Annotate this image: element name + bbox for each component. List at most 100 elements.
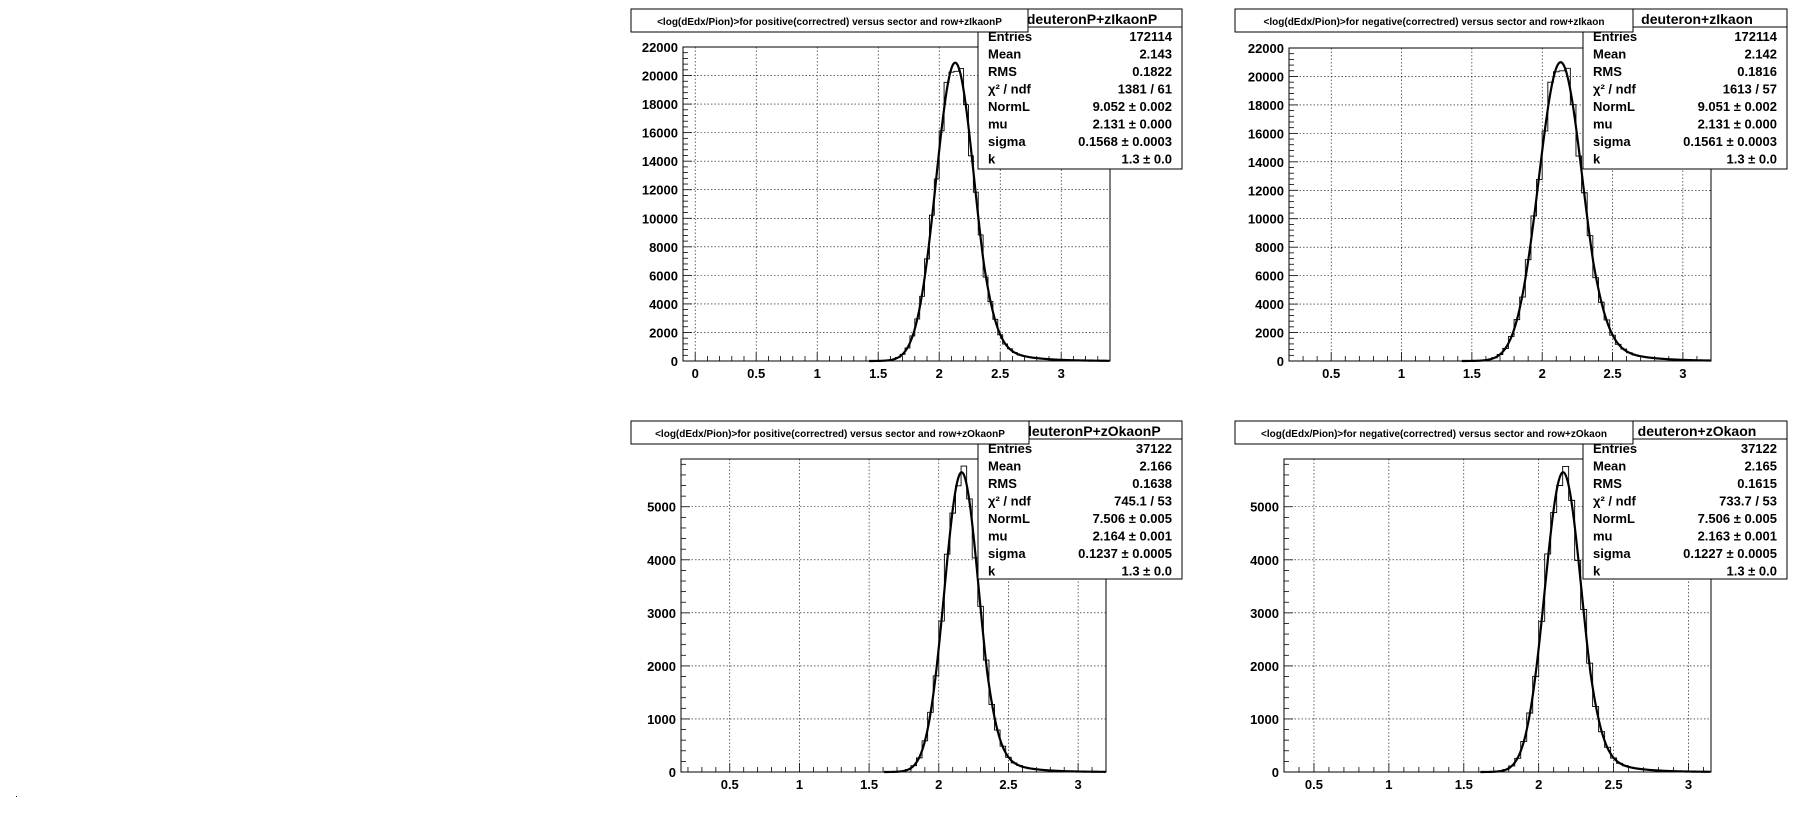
stats-label: Mean [988,47,1021,62]
stats-label: Mean [988,459,1021,474]
stats-value: 0.1822 [1132,64,1172,79]
stats-value: 1.3 ± 0.0 [1726,152,1777,167]
title-box-frame [630,8,1029,33]
x-tick-label: 0 [692,366,699,381]
stats-label: k [988,152,996,167]
stats-label: sigma [1593,546,1631,561]
stats-value: 7.506 ± 0.005 [1698,511,1777,526]
x-tick-label: 0.5 [1322,366,1340,381]
title-box: <log(dEdx/Pion)>for negative(correctred)… [1234,8,1634,33]
stats-value: 9.051 ± 0.002 [1698,99,1777,114]
fit-curve [869,61,1110,363]
stats-value: 2.142 [1744,47,1777,62]
histogram-panel-3: 0 1000 2000 3000 4000 5000 0.5 1 1.5 2 2.5 3 deutero… [630,420,1183,792]
y-tick-label: 5000 [1250,500,1279,515]
stats-label: k [1593,152,1601,167]
stats-label: sigma [988,134,1026,149]
y-tick-label: 22000 [1248,41,1284,56]
histogram-panel-2: 0 2000 4000 6000 8000 10000 12000 14000 16000 180… [1234,8,1788,381]
stats-label: Entries [1593,441,1637,456]
stats-label: χ² / ndf [988,82,1032,97]
stats-value: 0.1237 ± 0.0005 [1078,546,1172,561]
fit-curve [1461,61,1711,363]
x-tick-label: 2 [935,777,942,792]
stats-box-name: deuteron+zOkaon [1638,423,1757,439]
stats-value: 0.1638 [1132,476,1172,491]
stats-label: Entries [988,441,1032,456]
stats-box: deuteronP+zIkaonP Entries 172114 Mean 2.143 R… [977,8,1183,170]
stats-box: deuteronP+zOkaonP Entries 37122 Mean 2.166 RM… [977,420,1183,580]
stats-value: 745.1 / 53 [1114,494,1172,509]
stats-label: Mean [1593,459,1626,474]
y-tick-label: 6000 [1255,269,1284,284]
stats-value: 0.1568 ± 0.0003 [1078,134,1172,149]
y-tick-label: 3000 [1250,606,1279,621]
stats-box: deuteron+zIkaon Entries 172114 Mean 2.142 RMS… [1582,8,1788,170]
y-tick-label: 8000 [1255,240,1284,255]
stats-value: 1613 / 57 [1723,82,1777,97]
x-tick-label: 2.5 [999,777,1017,792]
stats-value: 2.163 ± 0.001 [1698,529,1777,544]
stats-label: RMS [988,64,1017,79]
title-box-frame [1234,420,1634,445]
title-box-frame [630,420,1030,445]
x-tick-label: 3 [1075,777,1082,792]
y-tick-label: 22000 [642,40,678,55]
stats-label: sigma [988,546,1026,561]
stats-value: 2.165 [1744,459,1777,474]
stats-label: NormL [1593,99,1635,114]
stats-value: 37122 [1136,441,1172,456]
stats-value: 1.3 ± 0.0 [1726,564,1777,579]
y-tick-label: 18000 [642,97,678,112]
stats-value: 172114 [1734,29,1777,44]
stats-value: 9.052 ± 0.002 [1093,99,1172,114]
chart-title: <log(dEdx/Pion)>for negative(correctred)… [1264,17,1605,28]
y-tick-label: 16000 [1248,126,1284,141]
fit-curve [1480,471,1711,774]
x-tick-label: 1 [1398,366,1405,381]
title-box: <log(dEdx/Pion)>for negative(correctred)… [1234,420,1634,445]
stats-value: 2.143 [1139,47,1172,62]
y-tick-label: 20000 [1248,69,1284,84]
x-tick-label: 1 [1385,777,1392,792]
x-tick-label: 1.5 [860,777,878,792]
y-tick-label: 2000 [1255,326,1284,341]
stats-value: 2.166 [1139,459,1172,474]
x-tick-label: 3 [1685,777,1692,792]
y-tick-label: 14000 [1248,155,1284,170]
stats-label: Mean [1593,47,1626,62]
y-tick-label: 2000 [649,325,678,340]
stats-label: NormL [988,99,1030,114]
y-tick-label: 14000 [642,154,678,169]
title-box-frame [1234,8,1634,33]
x-tick-label: 2 [1539,366,1546,381]
stats-label: NormL [988,511,1030,526]
x-tick-label: 1.5 [1455,777,1473,792]
stats-value: 0.1561 ± 0.0003 [1683,134,1777,149]
y-tick-label: 12000 [1248,183,1284,198]
plot-frame [682,46,1111,362]
x-tick-label: 1.5 [869,366,887,381]
y-tick-label: 3000 [647,606,676,621]
y-tick-label: 2000 [647,659,676,674]
x-tick-label: 2.5 [991,366,1009,381]
x-tick-label: 2 [936,366,943,381]
x-tick-label: 0.5 [721,777,739,792]
stats-label: Entries [988,29,1032,44]
stats-value: 1381 / 61 [1118,82,1172,97]
y-tick-label: 5000 [647,500,676,515]
y-tick-label: 8000 [649,240,678,255]
x-tick-label: 0.5 [747,366,765,381]
stats-label: χ² / ndf [1593,82,1637,97]
stats-box-frame [977,8,1183,170]
title-box: <log(dEdx/Pion)>for positive(correctred)… [630,420,1030,445]
stats-label: mu [1593,529,1613,544]
stats-value: 0.1816 [1737,64,1777,79]
stats-label: k [988,564,996,579]
y-tick-label: 6000 [649,268,678,283]
stats-value: 733.7 / 53 [1719,494,1777,509]
stats-label: χ² / ndf [1593,494,1637,509]
stats-label: k [1593,564,1601,579]
stats-value: 2.164 ± 0.001 [1093,529,1172,544]
y-tick-label: 1000 [1250,712,1279,727]
